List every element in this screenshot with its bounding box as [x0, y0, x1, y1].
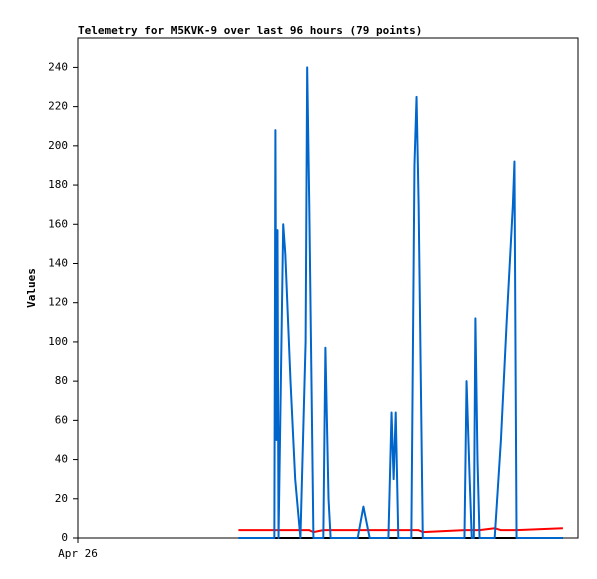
y-tick-label: 100 — [48, 335, 68, 348]
y-tick-label: 140 — [48, 256, 68, 269]
y-tick-label: 160 — [48, 217, 68, 230]
y-tick-label: 220 — [48, 100, 68, 113]
y-tick-label: 60 — [55, 413, 68, 426]
y-tick-label: 0 — [61, 531, 68, 544]
series-line — [238, 527, 563, 534]
y-tick-label: 240 — [48, 60, 68, 73]
y-tick-label: 200 — [48, 139, 68, 152]
y-tick-label: 180 — [48, 178, 68, 191]
y-tick-label: 40 — [55, 453, 68, 466]
y-tick-label: 20 — [55, 492, 68, 505]
chart-title: Telemetry for M5KVK-9 over last 96 hours… — [78, 24, 422, 37]
series-line — [238, 66, 563, 539]
y-axis-label: Values — [25, 268, 38, 308]
y-tick-label: 80 — [55, 374, 68, 387]
x-tick-label: Apr 26 — [58, 547, 98, 560]
y-tick-label: 120 — [48, 296, 68, 309]
